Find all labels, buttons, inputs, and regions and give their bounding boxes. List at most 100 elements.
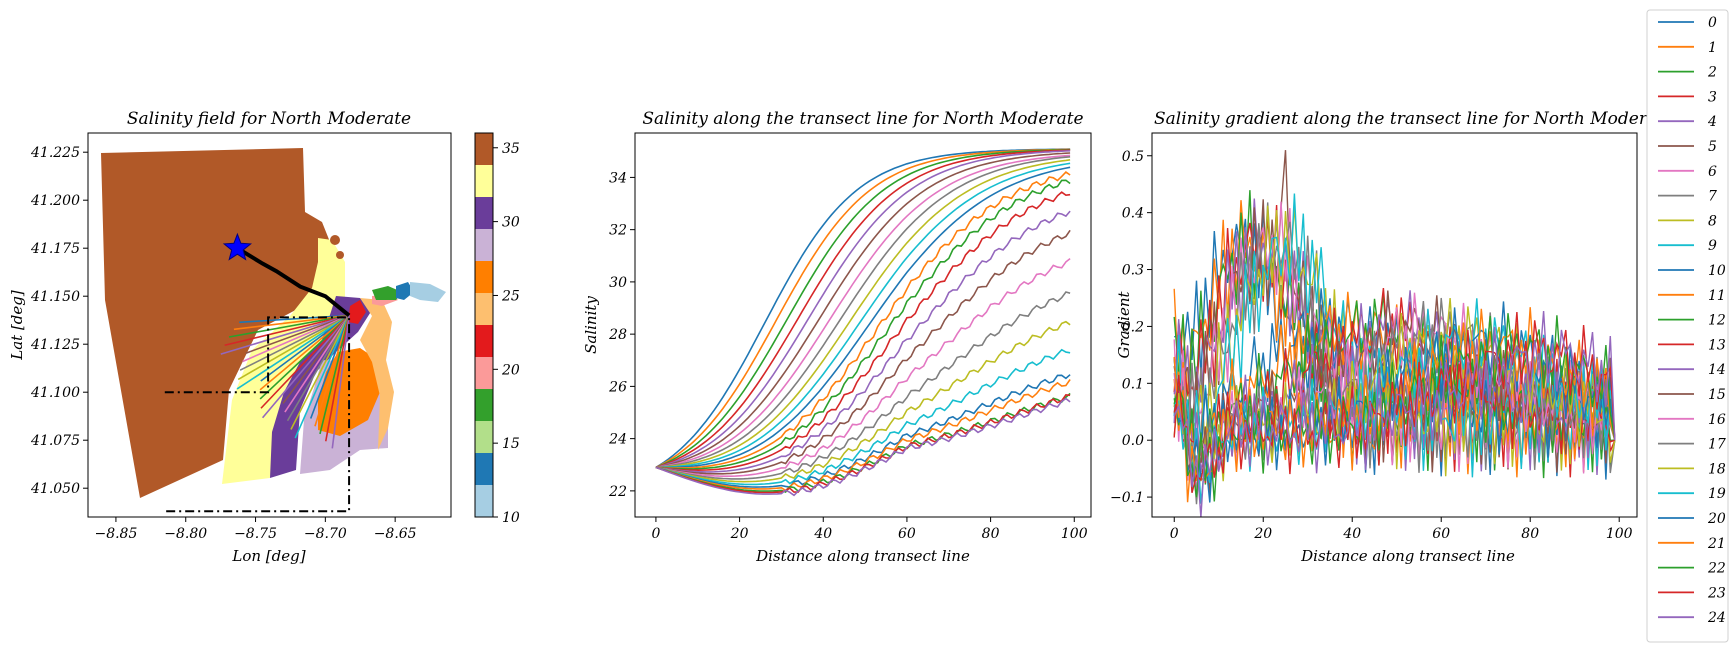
salinity-series-line [655, 191, 1071, 472]
transect-line [324, 315, 350, 442]
transect-line [245, 314, 350, 354]
x-tick-label: 60 [898, 526, 916, 542]
transect-line [224, 314, 350, 347]
y-tick-label: 41.050 [30, 481, 80, 497]
legend-label: 16 [1708, 412, 1726, 428]
salinity-series-line [655, 150, 1071, 469]
x-tick-label: 40 [1342, 526, 1361, 542]
legend-label: 3 [1708, 89, 1717, 105]
field-region-24 [360, 298, 394, 450]
x-tick-label: −8.75 [234, 526, 277, 542]
transect-line [314, 315, 350, 427]
y-tick-label: −0.1 [1110, 490, 1144, 506]
panel1-y-ticks: 41.050 41.075 41.100 41.125 41.150 41.175 41.2… [30, 145, 88, 497]
y-tick-label: 32 [609, 223, 627, 239]
legend-label: 19 [1708, 486, 1726, 502]
salinity-series-line [655, 148, 1071, 469]
legend-label: 22 [1707, 561, 1726, 577]
panel2-frame [634, 132, 1092, 518]
colorbar-tick-label: 35 [502, 141, 520, 157]
colorbar-segment [475, 293, 493, 325]
legend-label: 18 [1708, 461, 1726, 477]
transect-fan [220, 314, 350, 449]
field-dot [330, 235, 340, 245]
transect-line [242, 314, 350, 363]
transect-line [259, 314, 350, 391]
start-marker-star [222, 232, 253, 261]
x-tick-label: 80 [1521, 526, 1539, 542]
legend-label: 20 [1707, 511, 1726, 527]
x-tick-label: 0 [1170, 526, 1179, 542]
salinity-series-line [655, 374, 1071, 488]
dashdot-box [164, 316, 351, 513]
colorbar-segment [475, 357, 493, 389]
colorbar-segment [475, 421, 493, 453]
panel2-x-ticks: 0 20 40 60 80 100 [651, 517, 1088, 542]
salinity-series-line [655, 320, 1071, 483]
colorbar-segment [475, 453, 493, 485]
transect-line [290, 315, 350, 430]
transect-line [282, 314, 350, 404]
legend-label: 2 [1707, 65, 1717, 81]
x-tick-label: 20 [730, 526, 749, 542]
colorbar-segment [475, 325, 493, 357]
legend-label: 5 [1708, 139, 1717, 155]
x-tick-label: 0 [651, 526, 660, 542]
salinity-series-line [655, 149, 1071, 469]
panel1-title: Salinity field for North Moderate [127, 109, 411, 129]
colorbar-segment [475, 229, 493, 261]
y-tick-label: 41.150 [30, 289, 80, 305]
field-region-32 [222, 238, 345, 484]
transect-line [284, 314, 350, 413]
field-region-10 [410, 282, 446, 302]
field-dot [336, 251, 344, 259]
salinity-series-line [655, 156, 1071, 469]
gradient-transect-panel: Salinity gradient along the transect lin… [1110, 109, 1674, 565]
y-tick-label: 0.4 [1122, 206, 1144, 222]
gradient-series-line [1173, 310, 1616, 517]
colorbar: 10 15 20 25 30 35 [474, 132, 520, 526]
panel3-title: Salinity gradient along the transect lin… [1154, 109, 1674, 129]
y-tick-label: 41.225 [30, 145, 80, 161]
panel1-x-ticks: −8.85 −8.80 −8.75 −8.70 −8.65 [94, 517, 417, 542]
legend-label: 21 [1707, 536, 1726, 552]
y-tick-label: 41.200 [30, 193, 80, 209]
y-tick-label: 0.2 [1122, 319, 1144, 335]
x-tick-label: −8.70 [304, 526, 347, 542]
colorbar-segment [475, 197, 493, 229]
transect-line [239, 314, 350, 371]
y-tick-label: 41.100 [30, 385, 80, 401]
transect-line [228, 314, 350, 338]
legend-label: 4 [1707, 114, 1717, 130]
panel1-y-label: Lat [deg] [8, 290, 26, 361]
y-tick-label: 41.125 [30, 337, 80, 353]
colorbar-segment [475, 485, 493, 517]
panel2-y-label: Salinity [582, 296, 600, 354]
x-tick-label: 100 [1061, 526, 1088, 542]
salinity-series-line [655, 154, 1071, 469]
transect-line [260, 314, 350, 382]
salinity-series-line [655, 257, 1071, 478]
salinity-field-map [101, 148, 446, 513]
y-tick-label: 30 [609, 275, 627, 291]
transect-line [220, 314, 350, 355]
legend-label: 14 [1708, 362, 1726, 378]
transect-line [286, 314, 350, 422]
legend-label: 7 [1708, 189, 1717, 205]
y-tick-label: 41.075 [30, 433, 80, 449]
x-tick-label: 20 [1253, 526, 1272, 542]
y-tick-label: 22 [608, 484, 627, 500]
panel3-series [1173, 150, 1616, 517]
salinity-series-line [655, 229, 1071, 475]
transect-line [294, 315, 350, 439]
panel3-x-ticks: 0 20 40 60 80 100 [1170, 517, 1633, 542]
field-region-20 [348, 300, 366, 324]
field-region-26 [318, 348, 380, 436]
colorbar-tick-label: 15 [502, 436, 520, 452]
legend-label: 1 [1708, 40, 1717, 56]
salinity-series-line [655, 166, 1071, 469]
transect-line [260, 314, 350, 409]
legend-label: 15 [1708, 387, 1726, 403]
panel3-y-ticks: −0.1 0.0 0.1 0.2 0.3 0.4 0.5 [1110, 149, 1152, 506]
